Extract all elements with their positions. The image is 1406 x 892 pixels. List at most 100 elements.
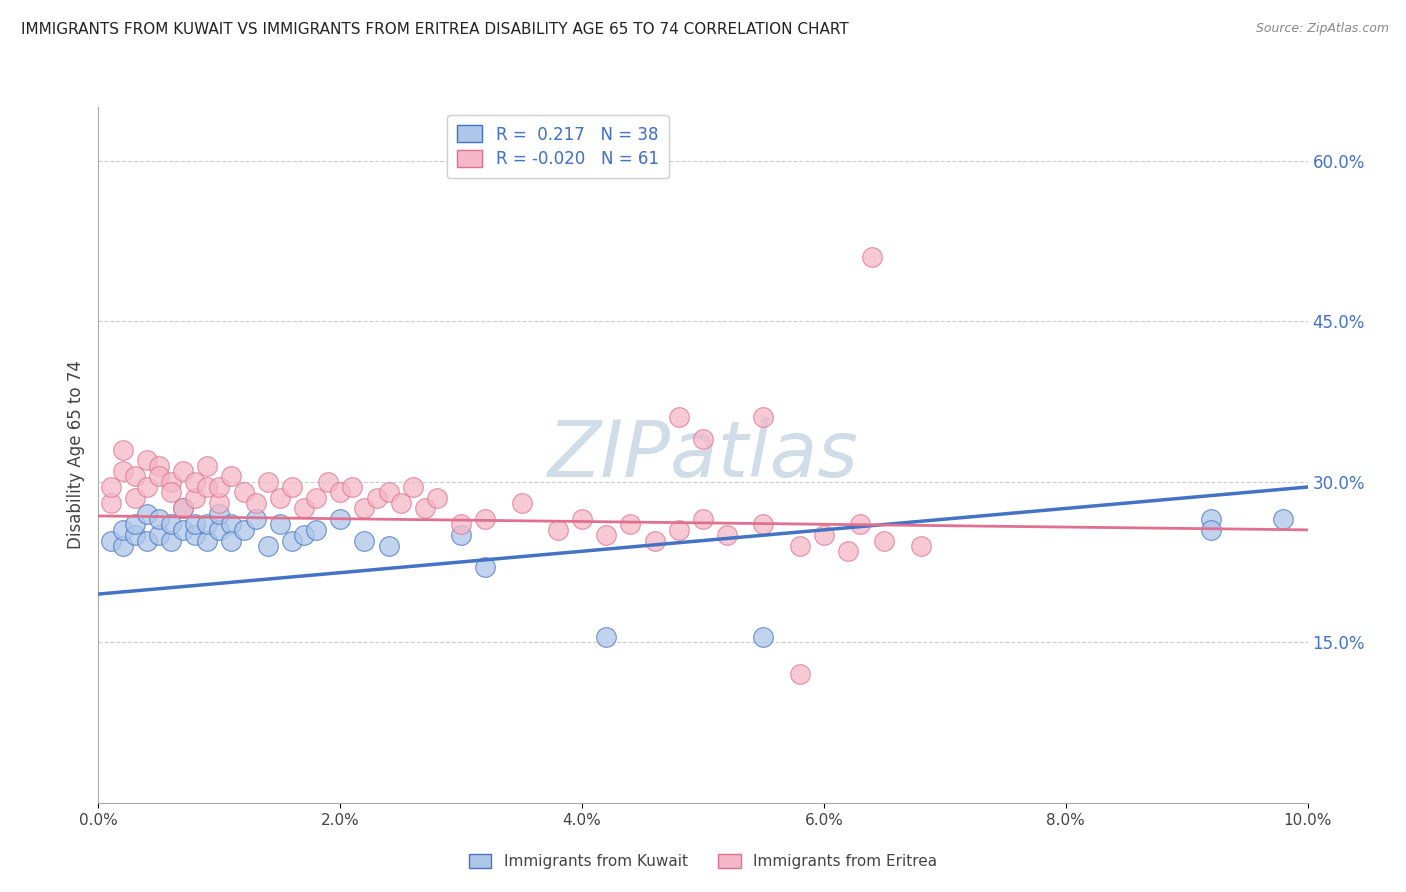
Point [269, 517, 291, 532]
Point [752, 630, 775, 644]
Point [510, 496, 533, 510]
Point [208, 507, 231, 521]
Point [668, 410, 690, 425]
Point [837, 544, 859, 558]
Point [402, 480, 425, 494]
Point [245, 512, 267, 526]
Text: Source: ZipAtlas.com: Source: ZipAtlas.com [1256, 22, 1389, 36]
Point [342, 480, 364, 494]
Point [353, 533, 375, 548]
Point [281, 480, 304, 494]
Point [135, 480, 157, 494]
Point [111, 442, 134, 457]
Point [111, 523, 134, 537]
Point [1199, 512, 1222, 526]
Point [292, 528, 315, 542]
Point [305, 491, 328, 505]
Point [547, 523, 569, 537]
Point [316, 475, 339, 489]
Point [221, 533, 243, 548]
Point [377, 539, 399, 553]
Point [329, 485, 352, 500]
Point [195, 480, 218, 494]
Point [595, 630, 617, 644]
Point [100, 533, 122, 548]
Point [221, 469, 243, 483]
Point [595, 528, 617, 542]
Point [413, 501, 436, 516]
Point [873, 533, 896, 548]
Y-axis label: Disability Age 65 to 74: Disability Age 65 to 74 [66, 360, 84, 549]
Point [910, 539, 932, 553]
Point [172, 501, 194, 516]
Point [148, 528, 170, 542]
Text: ZIPatlas: ZIPatlas [547, 417, 859, 493]
Point [1272, 512, 1295, 526]
Point [148, 458, 170, 473]
Point [221, 517, 243, 532]
Point [111, 539, 134, 553]
Point [160, 517, 183, 532]
Point [450, 528, 472, 542]
Point [860, 250, 883, 264]
Point [124, 517, 146, 532]
Point [752, 517, 775, 532]
Point [644, 533, 666, 548]
Point [208, 496, 231, 510]
Point [450, 517, 472, 532]
Point [184, 491, 207, 505]
Point [256, 539, 278, 553]
Point [195, 517, 218, 532]
Point [292, 501, 315, 516]
Point [100, 480, 122, 494]
Point [160, 485, 183, 500]
Point [111, 464, 134, 478]
Point [377, 485, 399, 500]
Point [195, 458, 218, 473]
Point [124, 469, 146, 483]
Point [269, 491, 291, 505]
Point [474, 560, 496, 574]
Point [172, 523, 194, 537]
Point [752, 410, 775, 425]
Point [100, 496, 122, 510]
Point [124, 528, 146, 542]
Point [571, 512, 593, 526]
Point [1199, 523, 1222, 537]
Point [160, 475, 183, 489]
Point [619, 517, 641, 532]
Point [789, 539, 811, 553]
Point [849, 517, 872, 532]
Point [184, 528, 207, 542]
Point [124, 491, 146, 505]
Point [692, 512, 714, 526]
Point [160, 533, 183, 548]
Point [813, 528, 835, 542]
Point [329, 512, 352, 526]
Legend: Immigrants from Kuwait, Immigrants from Eritrea: Immigrants from Kuwait, Immigrants from … [463, 848, 943, 875]
Point [716, 528, 738, 542]
Point [208, 523, 231, 537]
Point [232, 523, 254, 537]
Point [305, 523, 328, 537]
Point [245, 496, 267, 510]
Point [148, 512, 170, 526]
Point [184, 517, 207, 532]
Point [135, 453, 157, 467]
Point [426, 491, 449, 505]
Point [256, 475, 278, 489]
Point [353, 501, 375, 516]
Point [208, 480, 231, 494]
Point [668, 523, 690, 537]
Point [281, 533, 304, 548]
Point [184, 475, 207, 489]
Point [232, 485, 254, 500]
Legend: R =  0.217   N = 38, R = -0.020   N = 61: R = 0.217 N = 38, R = -0.020 N = 61 [447, 115, 669, 178]
Point [148, 469, 170, 483]
Point [135, 533, 157, 548]
Point [135, 507, 157, 521]
Point [366, 491, 388, 505]
Point [172, 464, 194, 478]
Point [172, 501, 194, 516]
Text: IMMIGRANTS FROM KUWAIT VS IMMIGRANTS FROM ERITREA DISABILITY AGE 65 TO 74 CORREL: IMMIGRANTS FROM KUWAIT VS IMMIGRANTS FRO… [21, 22, 849, 37]
